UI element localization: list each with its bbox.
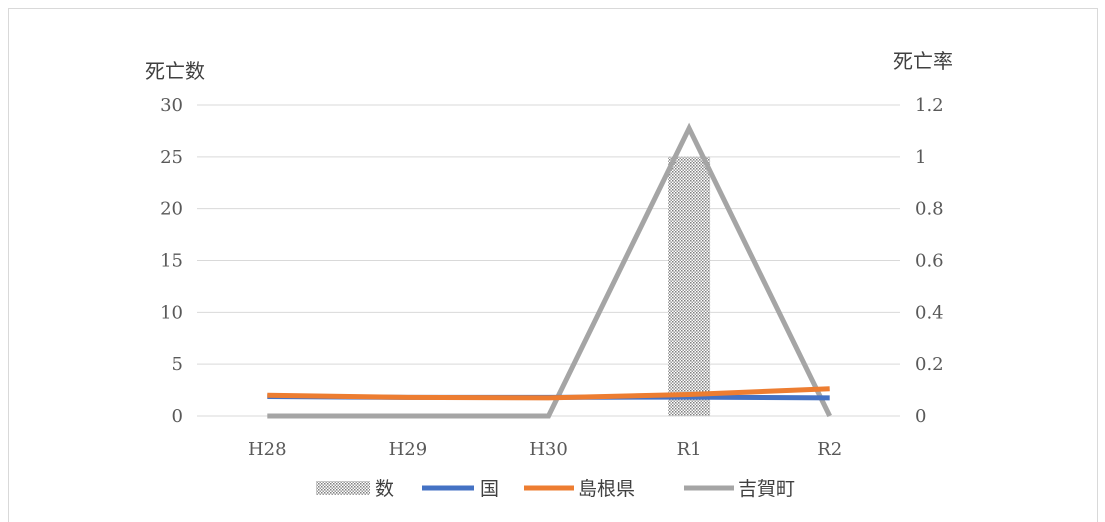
right-tick-label: 0.8 bbox=[915, 199, 944, 220]
line-series bbox=[267, 122, 832, 419]
legend-label: 国 bbox=[480, 478, 499, 500]
x-tick-label: H28 bbox=[248, 439, 287, 460]
right-tick-label: 1.2 bbox=[915, 95, 944, 116]
left-tick-label: 5 bbox=[172, 354, 183, 375]
bar-series bbox=[668, 156, 711, 417]
legend-label: 吉賀町 bbox=[738, 478, 795, 500]
x-axis-ticks: H28 H29 H30 R1 R2 bbox=[248, 439, 842, 460]
gridlines bbox=[197, 104, 900, 417]
left-tick-label: 30 bbox=[160, 95, 183, 116]
x-tick-label: R2 bbox=[817, 439, 842, 460]
x-tick-label: R1 bbox=[677, 439, 702, 460]
left-tick-label: 20 bbox=[160, 199, 183, 220]
right-tick-label: 0.6 bbox=[915, 251, 944, 272]
right-tick-label: 0.4 bbox=[915, 302, 944, 323]
left-tick-label: 25 bbox=[160, 147, 183, 168]
left-axis-ticks: 0 5 10 15 20 25 30 bbox=[160, 95, 183, 427]
series-line bbox=[267, 386, 830, 401]
left-tick-label: 0 bbox=[172, 406, 183, 427]
right-axis-title: 死亡率 bbox=[893, 49, 953, 73]
x-tick-label: H29 bbox=[389, 439, 428, 460]
right-tick-label: 0.2 bbox=[915, 354, 944, 375]
bar bbox=[668, 156, 711, 417]
left-tick-label: 10 bbox=[160, 302, 183, 323]
x-tick-label: H30 bbox=[529, 439, 568, 460]
legend-swatch bbox=[316, 481, 370, 495]
series-line bbox=[267, 122, 832, 419]
legend-label: 島根県 bbox=[578, 478, 635, 500]
left-tick-label: 15 bbox=[160, 251, 183, 272]
right-tick-label: 1 bbox=[915, 147, 926, 168]
legend-label: 数 bbox=[375, 478, 394, 500]
chart-frame bbox=[8, 8, 1098, 522]
left-axis-title: 死亡数 bbox=[145, 59, 205, 83]
right-axis-ticks: 0 0.2 0.4 0.6 0.8 1 1.2 bbox=[915, 95, 944, 427]
legend: 数 国 島根県 吉賀町 bbox=[316, 478, 795, 500]
right-tick-label: 0 bbox=[915, 406, 926, 427]
